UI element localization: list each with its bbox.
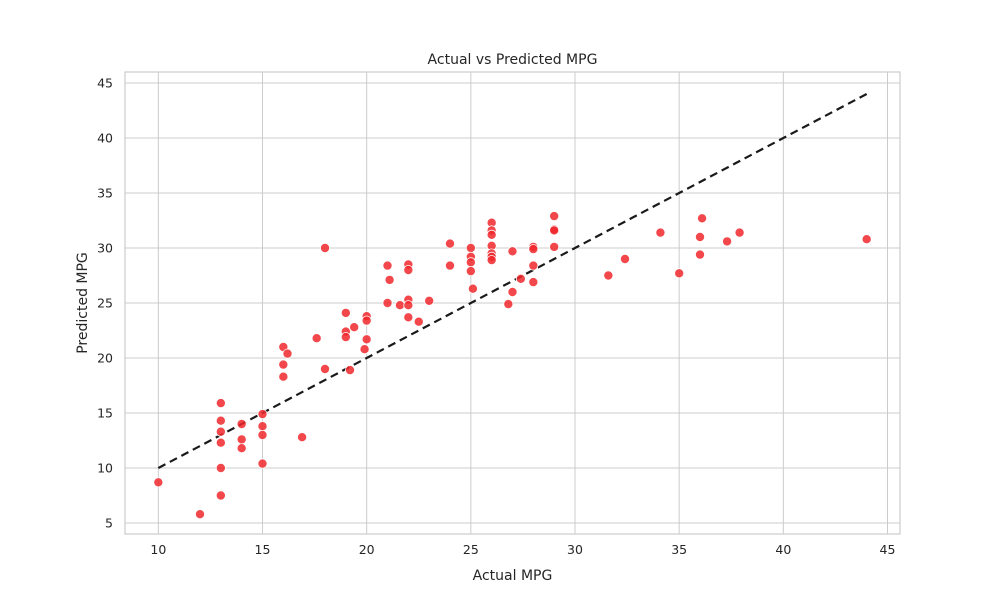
y-tick-label: 45 (97, 76, 113, 91)
data-point (297, 432, 308, 443)
data-point (655, 227, 666, 238)
data-point (215, 398, 226, 409)
data-point (507, 246, 518, 257)
data-point (467, 283, 478, 294)
data-point (603, 270, 614, 281)
reference-line (157, 93, 868, 469)
x-tick-label: 35 (671, 542, 687, 557)
data-point (382, 297, 393, 308)
data-point (444, 260, 455, 271)
data-point (695, 231, 706, 242)
x-tick-label: 15 (255, 542, 271, 557)
data-point (257, 409, 268, 420)
data-point (528, 260, 539, 271)
data-point (503, 299, 514, 310)
data-point (257, 421, 268, 432)
x-tick-label: 40 (775, 542, 791, 557)
data-point (465, 257, 476, 268)
data-point (528, 244, 539, 255)
data-point (349, 322, 360, 333)
data-point (424, 295, 435, 306)
data-point (549, 241, 560, 252)
data-point (282, 348, 293, 359)
data-point (486, 229, 497, 240)
data-points (153, 211, 872, 520)
data-point (257, 458, 268, 469)
y-tick-label: 15 (97, 406, 113, 421)
data-point (394, 300, 405, 311)
data-point (340, 332, 351, 343)
data-point (194, 509, 205, 520)
data-point (861, 234, 872, 245)
data-point (722, 236, 733, 247)
data-point (344, 365, 355, 376)
data-point (620, 253, 631, 264)
data-point (153, 477, 164, 488)
data-point (465, 242, 476, 253)
data-point (215, 415, 226, 426)
data-point (403, 264, 414, 275)
data-point (361, 315, 372, 326)
data-point (413, 316, 424, 327)
data-point (674, 268, 685, 279)
data-point (695, 249, 706, 260)
data-point (549, 211, 560, 222)
y-tick-label: 20 (97, 351, 113, 366)
data-point (403, 300, 414, 311)
data-point (486, 255, 497, 266)
data-point (278, 371, 289, 382)
y-axis-label: Predicted MPG (75, 252, 91, 354)
data-point (515, 273, 526, 284)
data-point (278, 359, 289, 370)
data-point (319, 363, 330, 374)
data-point (384, 274, 395, 285)
chart-title: Actual vs Predicted MPG (428, 52, 598, 68)
x-tick-label: 30 (567, 542, 583, 557)
data-point (340, 307, 351, 318)
y-tick-labels: 5 10 15 20 25 30 35 40 45 (97, 76, 113, 531)
data-point (549, 225, 560, 236)
data-point (236, 418, 247, 429)
data-point (465, 266, 476, 277)
data-point (215, 437, 226, 448)
data-point (403, 312, 414, 323)
data-point (319, 242, 330, 253)
reference-line-layer (157, 93, 868, 469)
data-point (382, 260, 393, 271)
y-tick-label: 35 (97, 186, 113, 201)
x-tick-label: 45 (880, 542, 896, 557)
data-point (444, 238, 455, 249)
data-point (236, 434, 247, 445)
x-tick-label: 10 (150, 542, 166, 557)
y-tick-label: 10 (97, 461, 113, 476)
x-axis-label: Actual MPG (473, 568, 553, 584)
data-point (528, 277, 539, 288)
x-tick-labels: 10 15 20 25 30 35 40 45 (150, 542, 895, 557)
data-point (215, 462, 226, 473)
data-point (359, 344, 370, 355)
data-point (734, 227, 745, 238)
data-point (311, 333, 322, 344)
data-point (361, 334, 372, 345)
data-point (215, 490, 226, 501)
x-tick-label: 25 (463, 542, 479, 557)
x-tick-label: 20 (359, 542, 375, 557)
y-tick-label: 5 (105, 516, 113, 531)
data-point (507, 286, 518, 297)
plot-frame (124, 71, 901, 535)
data-point (236, 443, 247, 454)
data-point (215, 426, 226, 437)
y-tick-label: 40 (97, 131, 113, 146)
data-point (257, 429, 268, 440)
y-tick-label: 25 (97, 296, 113, 311)
y-tick-label: 30 (97, 241, 113, 256)
data-point (697, 213, 708, 224)
